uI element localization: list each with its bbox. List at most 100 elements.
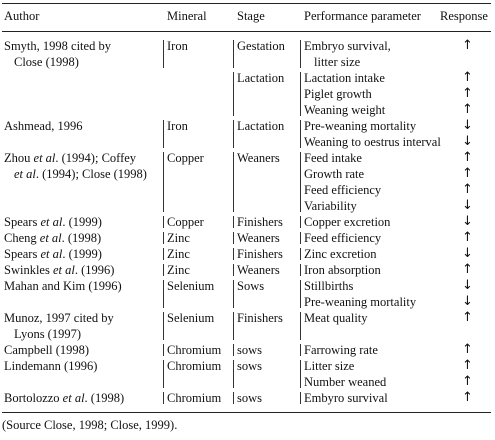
stage-cell: Weaners xyxy=(237,151,280,165)
parameter-cell: Zinc excretion xyxy=(304,247,377,261)
up-arrow-icon: ↑ xyxy=(462,230,473,245)
author-cell: Zhou et al. (1994); Coffey xyxy=(4,151,137,165)
header-response: Response xyxy=(440,9,488,23)
stage-cell: Lactation xyxy=(237,119,285,133)
author-cell: Swinkles et al. (1996) xyxy=(4,263,115,277)
group-divider xyxy=(163,152,164,212)
parameter-cell: Lactation intake xyxy=(304,71,385,85)
header-author: Author xyxy=(4,9,40,23)
stage-cell: Gestation xyxy=(237,39,285,53)
group-divider xyxy=(233,280,234,308)
parameter-cell: Weaning weight xyxy=(304,103,386,117)
group-divider xyxy=(233,232,234,244)
mineral-cell: Iron xyxy=(167,119,188,133)
author-cell: Ashmead, 1996 xyxy=(4,119,83,133)
header-parameter: Performance parameter xyxy=(304,9,421,23)
group-divider xyxy=(233,152,234,212)
group-divider xyxy=(300,40,301,68)
up-arrow-icon: ↑ xyxy=(462,342,473,357)
author-cell: Campbell (1998) xyxy=(4,343,90,357)
author-cell: et al. (1994); Close (1998) xyxy=(14,167,147,181)
group-divider xyxy=(300,232,301,244)
group-divider xyxy=(300,344,301,356)
group-divider xyxy=(300,392,301,404)
mineral-cell: Zinc xyxy=(167,231,190,245)
group-divider xyxy=(163,248,164,260)
parameter-cell: Variability xyxy=(304,199,357,213)
mineral-cell: Iron xyxy=(167,39,188,53)
group-divider xyxy=(233,360,234,388)
stage-cell: Finishers xyxy=(237,215,283,229)
up-arrow-icon: ↑ xyxy=(462,182,473,197)
group-divider xyxy=(300,280,301,308)
author-cell: Close (1998) xyxy=(14,55,79,69)
parameter-cell: Pre-weaning mortality xyxy=(304,295,417,309)
stage-cell: sows xyxy=(237,391,263,405)
group-divider xyxy=(300,152,301,212)
stage-cell: Finishers xyxy=(237,247,283,261)
parameter-cell: Feed intake xyxy=(304,151,362,165)
parameter-cell: Number weaned xyxy=(304,375,387,389)
parameter-cell: Weaning to oestrus interval xyxy=(304,135,441,149)
group-divider xyxy=(163,344,164,356)
group-divider xyxy=(300,72,301,116)
author-cell: Mahan and Kim (1996) xyxy=(4,279,122,293)
mineral-cell: Chromium xyxy=(167,343,222,357)
parameter-cell: Growth rate xyxy=(304,167,365,181)
up-arrow-icon: ↑ xyxy=(462,166,473,181)
up-arrow-icon: ↑ xyxy=(462,310,473,325)
author-cell: Lyons (1997) xyxy=(14,327,82,341)
stage-cell: Weaners xyxy=(237,263,280,277)
author-cell: Bortolozzo et al. (1998) xyxy=(4,391,125,405)
group-divider xyxy=(233,216,234,228)
parameter-cell: Feed efficiency xyxy=(304,183,382,197)
stage-cell: sows xyxy=(237,359,263,373)
author-cell: Munoz, 1997 cited by xyxy=(4,311,114,325)
group-divider xyxy=(233,392,234,404)
group-divider xyxy=(163,120,164,148)
group-divider xyxy=(163,360,164,388)
group-divider xyxy=(233,264,234,276)
stage-cell: Sows xyxy=(237,279,265,293)
group-divider xyxy=(233,40,234,68)
author-cell: Spears et al. (1999) xyxy=(4,215,102,229)
header-stage: Stage xyxy=(237,9,265,23)
up-arrow-icon: ↑ xyxy=(462,86,473,101)
parameter-cell: Embyro survival xyxy=(304,391,388,405)
parameter-cell: Meat quality xyxy=(304,311,368,325)
stage-cell: Weaners xyxy=(237,231,280,245)
up-arrow-icon: ↑ xyxy=(462,358,473,373)
group-divider xyxy=(300,264,301,276)
group-divider xyxy=(163,216,164,228)
mineral-cell: Zinc xyxy=(167,263,190,277)
down-arrow-icon: ↓ xyxy=(462,118,473,133)
group-divider xyxy=(233,120,234,148)
group-divider xyxy=(163,40,164,68)
up-arrow-icon: ↑ xyxy=(462,150,473,165)
parameter-cell: Embryo survival, xyxy=(304,39,391,53)
source-note: (Source Close, 1998; Close, 1999). xyxy=(2,418,178,432)
down-arrow-icon: ↓ xyxy=(462,198,473,213)
mineral-cell: Selenium xyxy=(167,279,215,293)
author-cell: Cheng et al. (1998) xyxy=(4,231,102,245)
down-arrow-icon: ↓ xyxy=(462,278,473,293)
group-divider xyxy=(163,280,164,308)
mineral-cell: Zinc xyxy=(167,247,190,261)
group-divider xyxy=(300,216,301,228)
top-rule xyxy=(2,3,491,4)
group-divider xyxy=(233,248,234,260)
header-rule xyxy=(2,31,491,32)
group-divider xyxy=(300,312,301,340)
group-divider xyxy=(163,312,164,340)
parameter-cell: Pre-weaning mortality xyxy=(304,119,417,133)
mineral-cell: Selenium xyxy=(167,311,215,325)
parameter-cell: Iron absorption xyxy=(304,263,381,277)
group-divider xyxy=(163,264,164,276)
stage-cell: sows xyxy=(237,343,263,357)
group-divider xyxy=(163,392,164,404)
mineral-cell: Copper xyxy=(167,215,204,229)
group-divider xyxy=(300,120,301,148)
parameter-cell: Piglet growth xyxy=(304,87,372,101)
up-arrow-icon: ↑ xyxy=(462,262,473,277)
up-arrow-icon: ↑ xyxy=(462,70,473,85)
